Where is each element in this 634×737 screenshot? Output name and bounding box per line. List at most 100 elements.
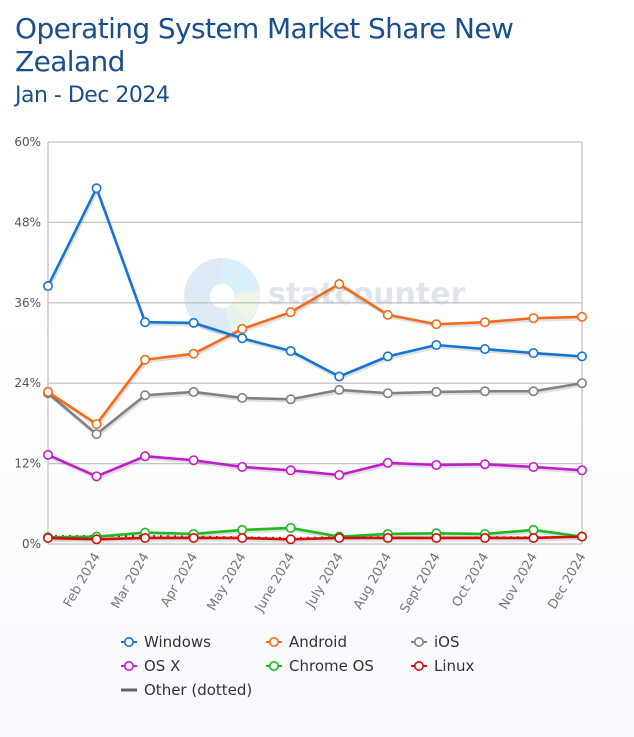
legend-marker-icon (121, 661, 137, 671)
data-point[interactable] (576, 531, 587, 542)
legend-item-os-x[interactable]: OS X (120, 656, 180, 676)
legend-label: iOS (434, 633, 460, 651)
data-point[interactable] (528, 348, 539, 359)
data-point[interactable] (334, 469, 345, 480)
data-point[interactable] (188, 386, 199, 397)
data-point[interactable] (431, 319, 442, 330)
data-point[interactable] (140, 451, 151, 462)
data-point[interactable] (576, 311, 587, 322)
data-point[interactable] (431, 386, 442, 397)
data-point[interactable] (431, 340, 442, 351)
data-point[interactable] (42, 532, 53, 543)
data-point[interactable] (431, 532, 442, 543)
data-point[interactable] (382, 532, 393, 543)
data-point[interactable] (576, 351, 587, 362)
data-point[interactable] (382, 351, 393, 362)
data-point[interactable] (188, 455, 199, 466)
data-point[interactable] (285, 346, 296, 357)
chart-subtitle: Jan - Dec 2024 (15, 83, 170, 108)
legend-marker-icon (411, 637, 427, 647)
data-point[interactable] (576, 465, 587, 476)
legend-line-icon (121, 688, 137, 692)
data-point[interactable] (528, 461, 539, 472)
data-point[interactable] (140, 532, 151, 543)
data-point[interactable] (237, 524, 248, 535)
x-tick-label: Aug 2024 (351, 551, 395, 613)
legend-marker-icon (121, 637, 137, 647)
legend-label: Android (289, 633, 347, 651)
x-tick-label: Dec 2024 (545, 551, 589, 613)
y-tick-label: 36% (14, 296, 41, 310)
chart-title: Operating System Market Share New Zealan… (15, 12, 514, 78)
data-point[interactable] (334, 371, 345, 382)
data-point[interactable] (528, 532, 539, 543)
series-os-x (42, 449, 587, 482)
data-point[interactable] (237, 333, 248, 344)
data-point[interactable] (91, 429, 102, 440)
data-point[interactable] (237, 532, 248, 543)
data-point[interactable] (91, 534, 102, 545)
data-point[interactable] (285, 522, 296, 533)
legend-item-chrome-os[interactable]: Chrome OS (265, 656, 374, 676)
legend-marker-icon (411, 661, 427, 671)
legend-label: Other (dotted) (144, 681, 253, 699)
data-point[interactable] (42, 281, 53, 292)
data-point[interactable] (91, 471, 102, 482)
legend-label: OS X (144, 657, 181, 675)
legend-item-android[interactable]: Android (265, 632, 347, 652)
data-point[interactable] (285, 534, 296, 545)
x-tick-label: Sept 2024 (397, 551, 443, 616)
grid (47, 141, 583, 545)
data-point[interactable] (479, 459, 490, 470)
data-point[interactable] (479, 532, 490, 543)
data-point[interactable] (140, 354, 151, 365)
data-point[interactable] (42, 386, 53, 397)
x-tick-label: Apr 2024 (158, 551, 201, 610)
data-point[interactable] (91, 183, 102, 194)
data-point[interactable] (334, 279, 345, 290)
data-point[interactable] (237, 323, 248, 334)
data-point[interactable] (528, 524, 539, 535)
data-point[interactable] (528, 386, 539, 397)
data-point[interactable] (334, 384, 345, 395)
data-point[interactable] (285, 465, 296, 476)
x-tick-label: Nov 2024 (497, 551, 541, 613)
y-axis: 0% 12% 24% 36% 48% 60% (14, 135, 41, 551)
data-point[interactable] (479, 317, 490, 328)
data-point[interactable] (237, 461, 248, 472)
legend-item-linux[interactable]: Linux (410, 656, 474, 676)
line-chart: statcounter 0%12%24%36%48%60% Feb 2024 Ma… (14, 135, 589, 616)
series-linux (42, 531, 587, 545)
x-tick-label: July 2024 (303, 551, 347, 612)
data-point[interactable] (188, 348, 199, 359)
y-tick-label: 0% (22, 537, 41, 551)
legend-item-other-dotted[interactable]: Other (dotted) (120, 680, 252, 700)
legend-item-ios[interactable]: iOS (410, 632, 460, 652)
data-point[interactable] (431, 459, 442, 470)
data-point[interactable] (382, 457, 393, 468)
watermark-logo: statcounter (184, 257, 466, 334)
data-point[interactable] (140, 390, 151, 401)
data-point[interactable] (382, 309, 393, 320)
legend-label: Linux (434, 657, 475, 675)
data-point[interactable] (382, 388, 393, 399)
legend-label: Chrome OS (289, 657, 374, 675)
data-point[interactable] (285, 307, 296, 318)
data-point[interactable] (479, 344, 490, 355)
data-point[interactable] (334, 532, 345, 543)
data-point[interactable] (285, 394, 296, 405)
data-point[interactable] (237, 392, 248, 403)
data-point[interactable] (42, 449, 53, 460)
data-point[interactable] (479, 386, 490, 397)
legend-item-windows[interactable]: Windows (120, 632, 211, 652)
series-android (42, 279, 587, 430)
data-point[interactable] (188, 317, 199, 328)
data-point[interactable] (140, 317, 151, 328)
data-point[interactable] (528, 313, 539, 324)
x-tick-label: June 2024 (252, 551, 298, 616)
x-tick-label: Feb 2024 (61, 551, 104, 611)
data-point[interactable] (91, 419, 102, 430)
data-point[interactable] (188, 532, 199, 543)
data-point[interactable] (576, 378, 587, 389)
legend-marker-icon (266, 661, 282, 671)
